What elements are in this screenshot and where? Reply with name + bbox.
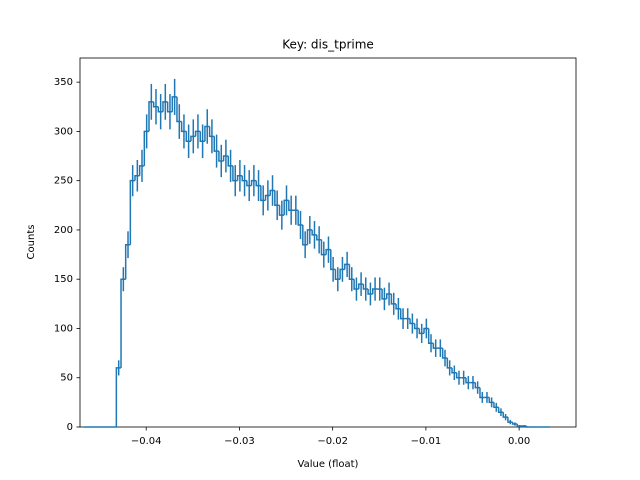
- y-tick-label: 300: [54, 126, 73, 137]
- histogram-step: [152, 101, 159, 108]
- histogram-step: [507, 417, 513, 423]
- histogram-step: [316, 234, 322, 241]
- chart-title: Key: dis_tprime: [282, 38, 374, 52]
- histogram-step: [283, 199, 289, 216]
- histogram-step: [511, 422, 518, 425]
- histogram-step: [339, 268, 345, 280]
- y-tick-label: 100: [54, 323, 73, 334]
- histogram-step: [390, 293, 397, 305]
- histogram-step: [302, 225, 308, 246]
- y-tick-label: 250: [54, 176, 73, 187]
- x-tick-label: −0.03: [224, 436, 255, 447]
- histogram-step: [218, 151, 224, 162]
- histogram-step: [367, 289, 373, 295]
- histogram-step: [502, 412, 508, 418]
- histogram-step: [320, 239, 327, 256]
- histogram-step: [348, 264, 355, 280]
- histogram-step: [441, 348, 448, 359]
- histogram-step: [148, 101, 154, 132]
- histogram-step: [399, 308, 406, 320]
- histogram-step: [250, 179, 257, 186]
- histogram-step: [418, 328, 425, 335]
- histogram-step: [120, 278, 126, 368]
- x-tick-label: −0.02: [317, 436, 348, 447]
- histogram-step: [241, 175, 247, 182]
- histogram-step: [129, 179, 136, 245]
- histogram-step: [372, 288, 378, 294]
- histogram-step: [255, 180, 261, 187]
- x-axis-label: Value (float): [298, 459, 359, 470]
- y-tick-label: 150: [54, 274, 73, 285]
- histogram-step: [208, 126, 215, 138]
- histogram-step: [395, 303, 401, 310]
- histogram-step: [236, 174, 243, 181]
- histogram-step: [213, 136, 219, 152]
- histogram-step: [138, 165, 145, 176]
- histogram-step: [330, 249, 336, 271]
- histogram-step: [497, 407, 504, 413]
- y-tick-label: 350: [54, 77, 73, 88]
- histogram-step: [465, 377, 471, 384]
- histogram-step: [176, 96, 182, 123]
- y-tick-label: 0: [67, 422, 73, 433]
- histogram-step: [204, 125, 210, 142]
- histogram-step: [227, 156, 233, 167]
- histogram-step: [190, 135, 196, 142]
- histogram-step: [166, 101, 173, 113]
- histogram-step: [488, 397, 494, 404]
- histogram-step: [413, 323, 420, 330]
- histogram-step: [474, 382, 480, 389]
- histogram-step: [455, 372, 462, 379]
- histogram-step: [306, 229, 313, 245]
- histogram-step: [427, 328, 434, 344]
- histogram-step: [199, 131, 205, 143]
- histogram-step: [222, 155, 229, 161]
- histogram-step: [274, 190, 280, 207]
- histogram-step: [385, 293, 392, 299]
- histogram-step: [260, 185, 266, 202]
- histogram-step: [115, 367, 122, 427]
- histogram-step: [134, 174, 140, 181]
- histogram-step: [264, 194, 271, 201]
- histogram-step: [525, 426, 532, 428]
- histogram-step: [143, 130, 149, 166]
- y-tick-label: 50: [60, 373, 73, 384]
- y-axis-label: Counts: [26, 225, 37, 260]
- x-tick-label: −0.04: [131, 436, 162, 447]
- histogram-step: [479, 387, 485, 399]
- histogram-step: [409, 318, 415, 325]
- histogram-step: [381, 289, 387, 300]
- histogram-step: [278, 205, 285, 216]
- plot-frame: [79, 57, 577, 428]
- histogram-step: [162, 101, 168, 112]
- histogram-step: [493, 402, 499, 409]
- histogram-step: [451, 367, 457, 374]
- histogram-step: [446, 358, 452, 369]
- histogram-step: [171, 96, 177, 112]
- histogram-step: [353, 279, 359, 290]
- histogram-step: [185, 131, 191, 143]
- histogram-step: [297, 210, 303, 226]
- histogram-step: [246, 180, 252, 187]
- histogram-step: [269, 189, 275, 196]
- histogram-step: [344, 263, 350, 270]
- histogram-step: [157, 106, 163, 113]
- y-tick-label: 200: [54, 225, 73, 236]
- histogram-step: [124, 243, 131, 280]
- histogram-step: [325, 248, 331, 255]
- x-tick-label: −0.01: [411, 436, 442, 447]
- histogram-step: [358, 283, 364, 290]
- histogram-step: [423, 327, 429, 334]
- histogram-step: [334, 269, 341, 280]
- histogram-step: [362, 284, 369, 290]
- histogram-step: [180, 121, 187, 133]
- histogram-step: [516, 424, 522, 427]
- histogram-step: [194, 130, 201, 137]
- x-tick-label: 0.00: [508, 436, 530, 447]
- histogram-step: [288, 200, 294, 211]
- histogram-step: [432, 343, 439, 349]
- histogram-step: [232, 165, 238, 182]
- histogram-step: [311, 229, 317, 236]
